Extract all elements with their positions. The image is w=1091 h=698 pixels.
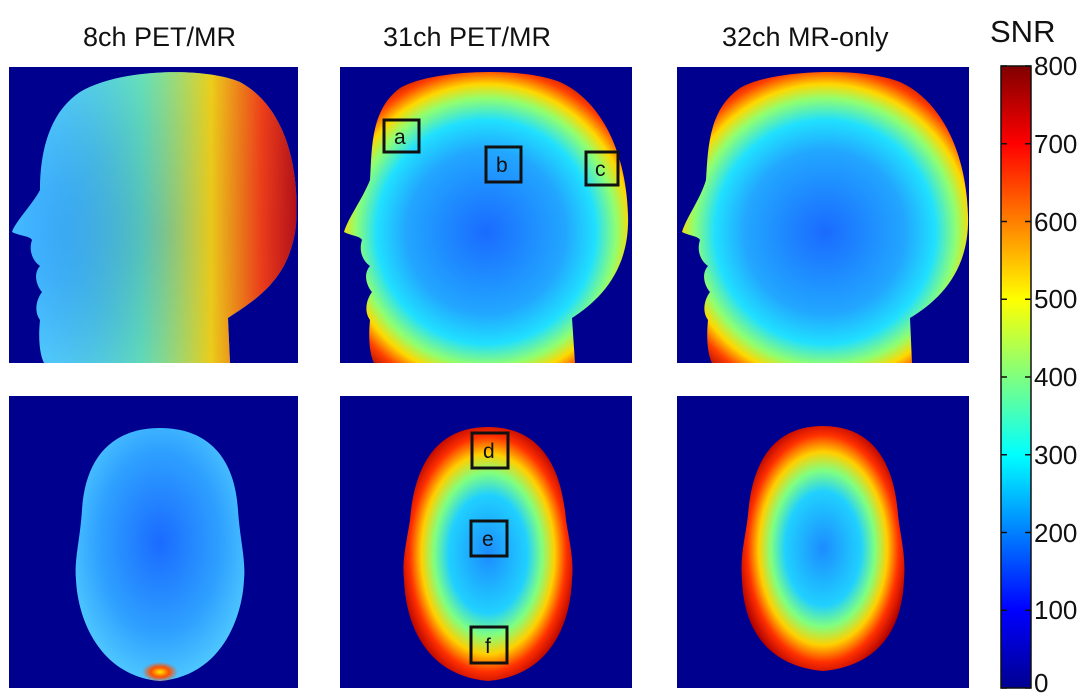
column-title-32ch: 32ch MR-only xyxy=(722,22,889,52)
panel-31ch-sagittal xyxy=(340,67,632,363)
colorbar-tick-label: 600 xyxy=(1034,206,1078,237)
colorbar-tick-label: 700 xyxy=(1034,128,1078,159)
colorbar-tick-label: 200 xyxy=(1034,517,1078,548)
panel-31ch-axial xyxy=(340,396,632,688)
panel-8ch-axial xyxy=(9,396,298,688)
roi-box-a: a xyxy=(382,118,421,154)
panel-8ch-sagittal xyxy=(9,67,298,363)
colorbar-tick-label: 500 xyxy=(1034,284,1078,315)
roi-label-d: d xyxy=(483,440,495,463)
roi-label-e: e xyxy=(482,528,494,551)
column-title-31ch: 31ch PET/MR xyxy=(383,22,552,52)
roi-box-b: b xyxy=(484,145,523,184)
colorbar-tick-label: 300 xyxy=(1034,439,1078,470)
roi-box-c: c xyxy=(584,150,620,187)
colorbar-tick-label: 400 xyxy=(1034,362,1078,392)
roi-label-a: a xyxy=(394,126,406,149)
roi-label-f: f xyxy=(485,635,491,658)
roi-label-b: b xyxy=(496,154,508,177)
head-axial-31ch xyxy=(403,427,573,681)
colorbar xyxy=(1000,65,1032,689)
panel-32ch-sagittal xyxy=(677,67,969,363)
head-axial-8ch xyxy=(75,428,245,681)
colorbar-ticks xyxy=(1001,65,1031,689)
head-sagittal-31ch xyxy=(344,71,629,363)
roi-box-f: f xyxy=(469,625,509,665)
head-sagittal-32ch xyxy=(682,71,969,363)
colorbar-title: SNR xyxy=(990,14,1056,49)
colorbar-tick-label: 800 xyxy=(1034,51,1078,81)
head-axial-32ch xyxy=(741,426,905,671)
colorbar-tick-label: 100 xyxy=(1034,595,1078,626)
roi-label-c: c xyxy=(595,158,606,181)
roi-box-e: e xyxy=(469,519,509,558)
colorbar-tick-label: 0 xyxy=(1034,668,1049,698)
roi-box-d: d xyxy=(470,431,510,470)
column-title-8ch: 8ch PET/MR xyxy=(83,22,237,52)
panel-32ch-axial xyxy=(677,396,969,688)
